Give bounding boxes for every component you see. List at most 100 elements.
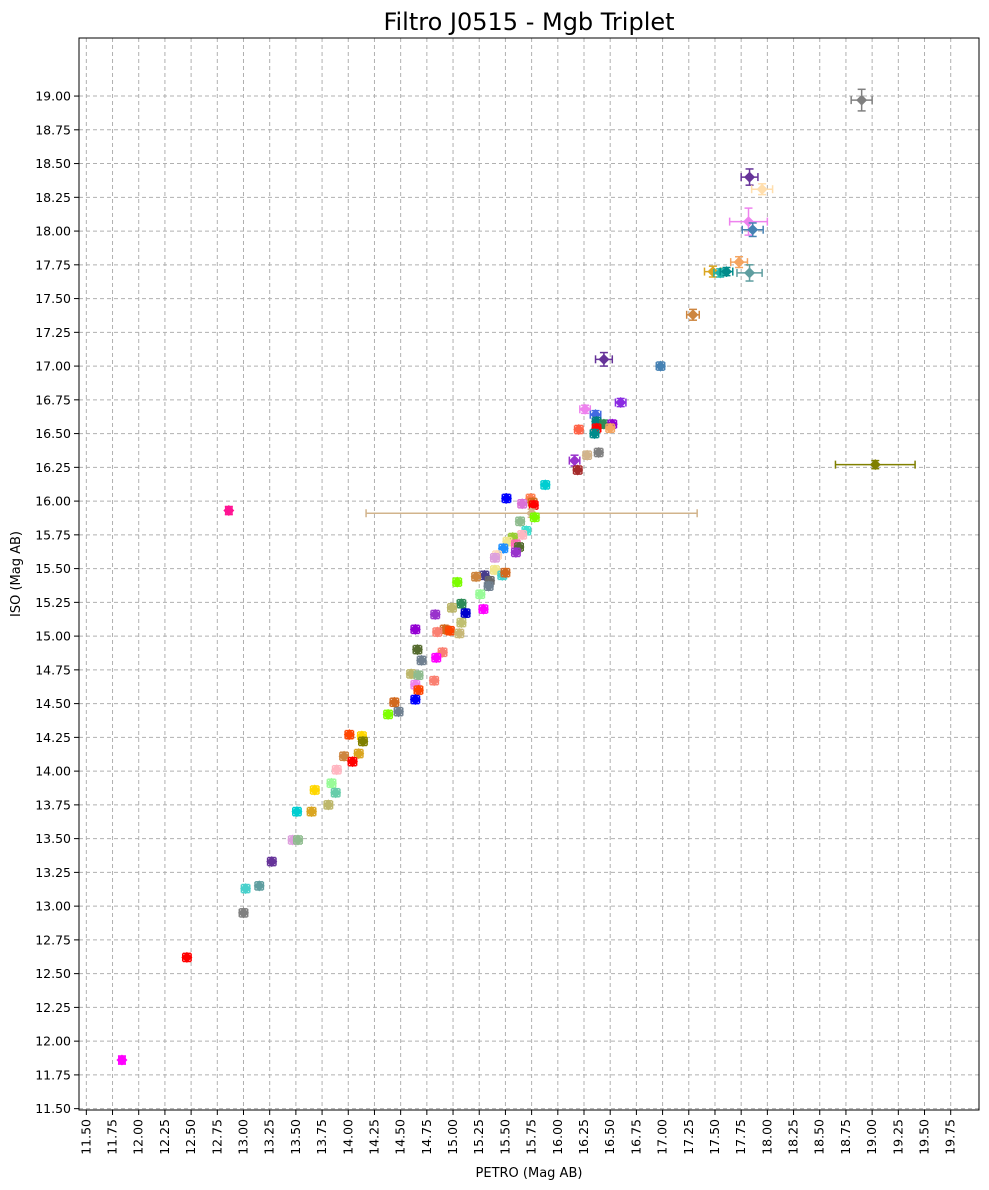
data-point: [510, 546, 522, 558]
x-tick-label: 16.75: [628, 1119, 643, 1155]
y-tick-label: 11.75: [35, 1067, 71, 1082]
data-point: [460, 607, 472, 619]
data-point: [579, 403, 592, 415]
data-point: [581, 449, 593, 461]
point-marker: [499, 567, 511, 579]
data-point: [740, 168, 759, 186]
point-marker: [393, 706, 405, 718]
data-point: [309, 784, 321, 796]
y-tick-label: 15.75: [35, 527, 71, 542]
x-tick-label: 16.00: [550, 1119, 565, 1155]
point-marker: [455, 617, 467, 629]
chart-title: Filtro J0515 - Mgb Triplet: [383, 8, 674, 36]
point-marker: [477, 603, 489, 615]
x-tick-label: 17.75: [733, 1119, 748, 1155]
point-marker: [572, 464, 584, 476]
data-point: [568, 454, 581, 467]
y-axis-ticks: 11.50 11.75 12.00 12.25 12.50 12.75 13.00 13.25…: [35, 89, 79, 1116]
point-marker: [460, 607, 472, 619]
y-tick-label: 13.75: [35, 797, 71, 812]
point-marker: [744, 171, 756, 183]
point-marker: [593, 446, 605, 458]
point-marker: [510, 546, 522, 558]
x-tick-label: 14.50: [393, 1119, 408, 1155]
point-marker: [470, 571, 482, 583]
point-marker: [516, 498, 528, 510]
data-point: [588, 428, 600, 440]
point-marker: [569, 455, 581, 467]
data-point: [497, 542, 509, 554]
y-tick-label: 14.00: [35, 764, 71, 779]
point-marker: [429, 609, 441, 621]
data-point: [357, 735, 369, 747]
point-marker: [615, 397, 627, 409]
data-point: [253, 880, 265, 892]
x-tick-label: 14.75: [419, 1119, 434, 1155]
data-point: [453, 627, 465, 639]
point-marker: [720, 266, 732, 278]
y-tick-label: 15.50: [35, 561, 71, 576]
point-marker: [516, 529, 528, 541]
point-marker: [742, 216, 754, 228]
data-point: [499, 567, 511, 579]
point-marker: [654, 360, 666, 372]
point-marker: [529, 511, 541, 523]
data-point: [343, 729, 355, 741]
y-tick-label: 16.75: [35, 392, 71, 407]
x-tick-label: 11.75: [105, 1119, 120, 1155]
data-point: [388, 696, 400, 708]
point-marker: [856, 94, 868, 106]
y-tick-label: 13.00: [35, 899, 71, 914]
x-tick-label: 12.25: [157, 1119, 172, 1155]
point-marker: [240, 883, 252, 895]
point-marker: [588, 428, 600, 440]
data-point: [614, 397, 627, 409]
x-tick-label: 17.25: [681, 1119, 696, 1155]
y-tick-label: 17.50: [35, 291, 71, 306]
point-marker: [353, 748, 365, 760]
data-point: [516, 498, 528, 510]
point-marker: [579, 403, 591, 415]
x-tick-label: 17.50: [707, 1119, 722, 1155]
point-marker: [747, 224, 759, 236]
data-point: [728, 207, 769, 236]
point-marker: [598, 353, 610, 365]
y-tick-label: 17.25: [35, 325, 71, 340]
x-tick-label: 13.50: [288, 1119, 303, 1155]
point-marker: [306, 806, 318, 818]
y-tick-label: 12.25: [35, 1000, 71, 1015]
x-tick-label: 12.50: [183, 1119, 198, 1155]
data-point: [654, 360, 666, 372]
data-point: [451, 576, 463, 588]
plot-area-frame: [78, 37, 980, 1111]
x-tick-label: 17.00: [655, 1119, 670, 1155]
y-tick-label: 16.50: [35, 426, 71, 441]
data-point: [412, 669, 424, 681]
point-marker: [444, 625, 456, 637]
y-tick-label: 13.50: [35, 831, 71, 846]
x-tick-label: 19.00: [864, 1119, 879, 1155]
data-point: [382, 708, 394, 720]
point-marker: [474, 588, 486, 600]
data-point: [593, 446, 605, 458]
x-tick-label: 15.50: [497, 1119, 512, 1155]
data-point: [237, 907, 249, 919]
point-marker: [346, 756, 358, 768]
data-point: [429, 609, 441, 621]
point-marker: [451, 576, 463, 588]
x-tick-label: 11.50: [78, 1119, 93, 1155]
x-tick-label: 14.25: [366, 1119, 381, 1155]
data-point: [430, 652, 442, 664]
y-tick-label: 13.25: [35, 865, 71, 880]
data-point: [431, 626, 443, 638]
y-tick-label: 12.00: [35, 1034, 71, 1049]
point-marker: [223, 505, 235, 517]
x-tick-label: 19.50: [917, 1119, 932, 1155]
data-point: [393, 706, 405, 718]
x-tick-label: 18.25: [786, 1119, 801, 1155]
data-point: [331, 764, 343, 776]
point-marker: [412, 669, 424, 681]
data-point: [470, 571, 482, 583]
data-point: [291, 806, 303, 818]
